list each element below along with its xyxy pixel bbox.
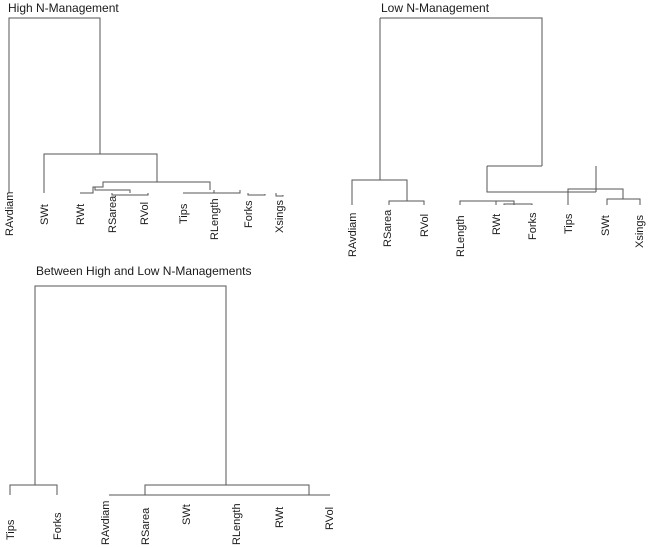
leaf-label: RVol [324, 507, 336, 530]
leaf-label: SWt [181, 504, 193, 525]
leaf-label: Tips [563, 213, 575, 234]
leaf-label: RLength [231, 503, 243, 545]
leaf-label: Xsings [274, 199, 286, 233]
leaf-label: RAvdiam [347, 213, 359, 257]
leaf-label: RWt [274, 507, 286, 528]
dendrogram-title: Between High and Low N-Managements [36, 264, 251, 278]
dendrogram-links [8, 17, 284, 197]
leaf-label: RVol [139, 202, 151, 225]
dendrogram-low-n: Low N-Management RAvdiam RSarea RVol RLe… [347, 1, 646, 257]
leaf-label: RLength [209, 198, 221, 240]
leaf-label: RWt [491, 214, 503, 235]
leaf-label: RWt [75, 204, 87, 225]
leaf-label: RSarea [382, 209, 394, 247]
leaf-label: SWt [600, 215, 612, 236]
dendrogram-title: High N-Management [8, 1, 119, 15]
leaf-label: RSarea [107, 195, 119, 233]
leaf-label: Xsings [634, 214, 646, 248]
leaf-label: RAvdiam [100, 501, 112, 545]
dendrogram-links [351, 17, 641, 205]
leaf-label: SWt [39, 204, 51, 225]
leaf-label: Tips [178, 203, 190, 224]
dendrogram-between: Between High and Low N-Managements Tips … [5, 264, 336, 545]
dendrogram-links [9, 285, 330, 496]
leaf-label: RAvdiam [4, 192, 16, 236]
leaf-label: Forks [52, 512, 64, 540]
leaf-label: Forks [243, 200, 255, 228]
leaf-label: Forks [527, 212, 539, 240]
leaf-label: RLength [455, 215, 467, 257]
leaf-label: RSarea [140, 507, 152, 545]
leaf-label: Tips [5, 519, 17, 540]
dendrogram-high-n: High N-Management RAvdiam SWt RWt RSarea… [4, 1, 286, 240]
leaf-label: RVol [419, 214, 431, 237]
dendrogram-title: Low N-Management [381, 1, 490, 15]
